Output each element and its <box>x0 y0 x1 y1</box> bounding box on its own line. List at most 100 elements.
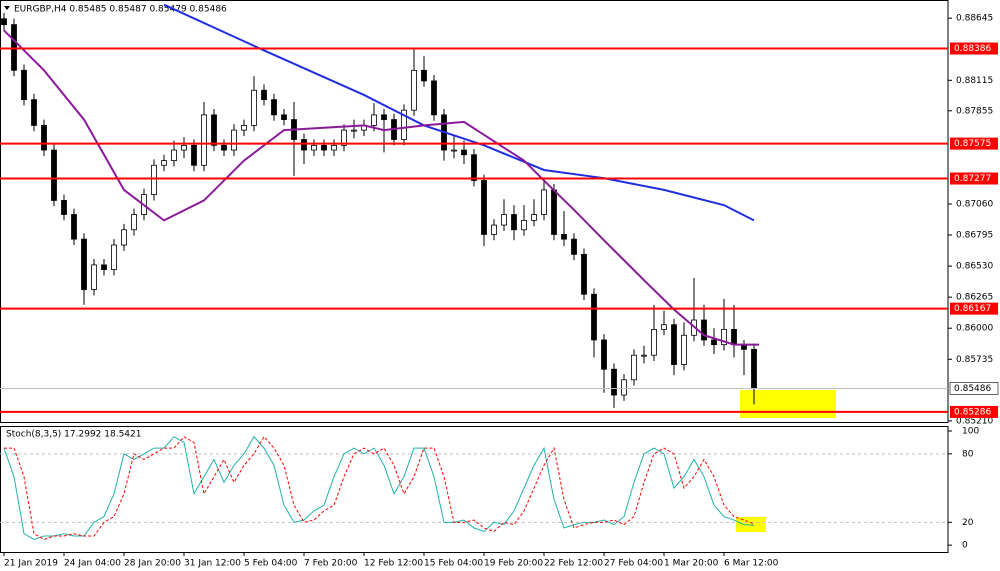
candle-body <box>641 354 647 357</box>
candle-body <box>21 69 27 101</box>
y-tick-label: 20 <box>962 518 974 528</box>
candle-body <box>181 144 187 151</box>
candle-body <box>251 89 257 126</box>
candle-body <box>51 149 57 201</box>
candle-body <box>101 264 107 271</box>
candle-body <box>151 164 157 195</box>
highlight-box <box>740 390 836 418</box>
candle-body <box>371 114 377 126</box>
candle-body <box>421 69 427 82</box>
level-label-bg <box>950 42 998 55</box>
candle-body <box>561 234 567 240</box>
moving-average <box>3 29 759 346</box>
candle-body <box>231 129 237 151</box>
candle-body <box>381 114 387 120</box>
candle-body <box>521 219 527 231</box>
candle-body <box>591 293 597 341</box>
x-tick-label: 5 Feb 04:00 <box>244 559 298 569</box>
indicator-line <box>3 435 755 540</box>
candle-body <box>631 354 637 381</box>
x-tick-label: 21 Jan 2019 <box>4 559 58 569</box>
candle-body <box>311 144 317 151</box>
y-tick-label: 0.87060 <box>956 199 993 209</box>
candle-body <box>41 125 47 151</box>
level-label: 0.87575 <box>954 139 991 149</box>
candle-body <box>701 319 707 341</box>
candle-body <box>551 189 557 235</box>
x-tick-label: 7 Feb 20:00 <box>304 559 358 569</box>
y-tick-label: 0 <box>962 541 968 551</box>
symbol-title: EURGBP,H4 0.85485 0.85487 0.85479 0.8548… <box>14 5 227 15</box>
candle-body <box>191 144 197 166</box>
y-tick-label: 100 <box>962 426 979 436</box>
candle-body <box>731 328 737 346</box>
level-label: 0.87277 <box>954 174 991 184</box>
level-label: 0.85286 <box>954 407 991 417</box>
candle-body <box>341 129 347 146</box>
candle-body <box>321 144 327 151</box>
candle-body <box>511 214 517 231</box>
candle-body <box>351 129 357 132</box>
candle-body <box>241 125 247 131</box>
x-tick-label: 27 Feb 04:00 <box>604 559 663 569</box>
candle-body <box>721 328 727 346</box>
moving-average <box>163 3 755 222</box>
level-label: 0.86167 <box>954 304 991 314</box>
candle-body <box>331 144 337 151</box>
candle-body <box>211 114 217 146</box>
candle-body <box>11 24 17 71</box>
candle-body <box>681 334 687 365</box>
current-price-label: 0.85486 <box>954 384 991 394</box>
candle-body <box>111 244 117 271</box>
indicator-line <box>4 435 755 540</box>
candle-body <box>261 89 267 101</box>
candle-body <box>201 114 207 166</box>
y-tick-label: 80 <box>962 449 974 459</box>
candle-body <box>61 200 67 215</box>
menu-triangle[interactable] <box>4 6 10 10</box>
candle-body <box>481 180 487 235</box>
candle-body <box>581 253 587 295</box>
y-tick-label: 0.85735 <box>956 355 993 365</box>
candle-body <box>131 214 137 231</box>
candle-body <box>451 149 457 152</box>
y-tick-label: 0.86000 <box>956 324 993 334</box>
candle-body <box>531 214 537 221</box>
y-tick-label: 0.86795 <box>956 231 993 241</box>
candle-body <box>751 348 757 389</box>
x-tick-label: 19 Feb 20:00 <box>484 559 543 569</box>
candle-body <box>1 18 7 26</box>
candle-body <box>301 139 307 151</box>
candle-body <box>471 154 477 181</box>
candle-body <box>161 160 167 166</box>
x-tick-label: 6 Mar 12:00 <box>724 559 779 569</box>
y-tick-label: 0.86265 <box>956 293 993 303</box>
x-tick-label: 31 Jan 12:00 <box>184 559 241 569</box>
candle-body <box>621 379 627 396</box>
candle-body <box>571 238 577 255</box>
indicator-title: Stoch(8,3,5) 17.2992 18.5421 <box>6 430 141 440</box>
x-tick-label: 1 Mar 20:00 <box>664 559 719 569</box>
level-label-bg <box>950 405 998 418</box>
level-label: 0.88386 <box>954 44 991 54</box>
candle-body <box>81 238 87 290</box>
x-tick-label: 15 Feb 04:00 <box>424 559 483 569</box>
candle-body <box>71 214 77 240</box>
plot-layer: 0.88645 0.88115 0.87855 0.87060 0.86795 0.865… <box>0 3 999 569</box>
price-label-bg <box>949 382 999 395</box>
candle-body <box>711 339 717 346</box>
x-tick-label: 22 Feb 12:00 <box>544 559 603 569</box>
candle-body <box>411 69 417 111</box>
y-tick-label: 0.85210 <box>956 416 993 426</box>
y-tick-label: 0.88645 <box>956 14 993 24</box>
level-label-bg <box>950 302 998 315</box>
candle-body <box>91 264 97 290</box>
candle-body <box>281 114 287 120</box>
y-tick-label: 0.87855 <box>956 106 993 116</box>
candle-body <box>541 189 547 215</box>
y-tick-label: 0.86530 <box>956 262 993 272</box>
x-tick-label: 24 Jan 04:00 <box>64 559 121 569</box>
